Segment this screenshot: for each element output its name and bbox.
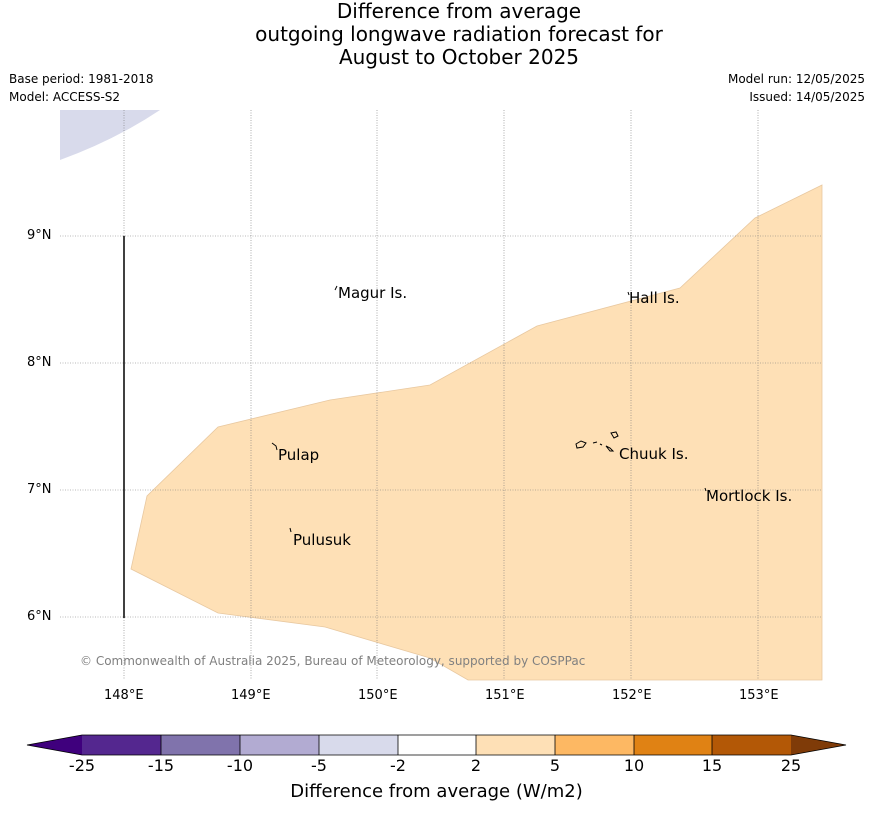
- negative-anomaly-area: [60, 110, 160, 160]
- lon-label-153e: 153°E: [739, 688, 779, 703]
- colorbar-tick: 25: [780, 756, 802, 775]
- colorbar-tick: 5: [549, 756, 561, 775]
- colorbar-bin-4: [319, 735, 398, 755]
- lon-label-151e: 151°E: [485, 688, 525, 703]
- colorbar-bin-7: [555, 735, 634, 755]
- colorbar: [26, 734, 847, 756]
- islands: [271, 285, 707, 533]
- copyright-notice: © Commonwealth of Australia 2025, Bureau…: [80, 654, 586, 668]
- chart-title: Difference from average outgoing longwav…: [0, 0, 873, 69]
- colorbar-upper-extension: [791, 735, 846, 755]
- pulap-island-shape: [271, 442, 278, 451]
- colorbar-outline: [26, 734, 847, 756]
- colorbar-tick: 15: [701, 756, 723, 775]
- lon-label-152e: 152°E: [612, 688, 652, 703]
- lat-label-7n: 7°N: [27, 482, 52, 497]
- colorbar-bin-6: [476, 735, 555, 755]
- colorbar-bin-3: [240, 735, 319, 755]
- place-label-mortlock: Mortlock Is.: [706, 487, 793, 505]
- place-label-pulap: Pulap: [278, 446, 320, 464]
- mortlock-island-shape: [704, 487, 707, 492]
- pulusuk-island-shape: [289, 527, 292, 533]
- positive-anomaly-area: [130, 184, 823, 681]
- model-run: Model run: 12/05/2025: [727, 72, 865, 86]
- lon-label-149e: 149°E: [231, 688, 271, 703]
- title-line-1: Difference from average: [336, 0, 582, 23]
- colorbar-tick: 2: [470, 756, 482, 775]
- colorbar-lower-extension: [27, 735, 82, 755]
- colorbar-tick: -10: [226, 756, 254, 775]
- lat-label-9n: 9°N: [27, 228, 52, 243]
- colorbar-tick: -5: [311, 756, 327, 775]
- title-line-3: August to October 2025: [338, 45, 580, 69]
- colorbar-bin-8: [634, 735, 712, 755]
- lon-label-150e: 150°E: [358, 688, 398, 703]
- lat-label-6n: 6°N: [27, 609, 52, 624]
- colorbar-bin-1: [82, 735, 161, 755]
- colorbar-tick: -2: [390, 756, 406, 775]
- place-label-pulusuk: Pulusuk: [293, 531, 351, 549]
- place-label-chuuk: Chuuk Is.: [619, 445, 689, 463]
- colorbar-bin-2: [161, 735, 240, 755]
- issued-date: Issued: 14/05/2025: [749, 90, 865, 104]
- colorbar-label: Difference from average (W/m2): [290, 781, 583, 802]
- colorbar-bin-5: [398, 735, 476, 755]
- colorbar-tick: -15: [147, 756, 175, 775]
- hall-island-shape: [627, 291, 630, 296]
- chuuk-island-shape: [575, 431, 619, 452]
- place-label-magur: Magur Is.: [338, 284, 408, 302]
- model-name: Model: ACCESS-S2: [9, 90, 121, 104]
- gridlines: [60, 110, 822, 680]
- base-period: Base period: 1981-2018: [9, 72, 154, 86]
- magur-island-shape: [334, 285, 338, 291]
- lon-label-148e: 148°E: [104, 688, 144, 703]
- colorbar-bin-9: [712, 735, 791, 755]
- colorbar-tick: 10: [623, 756, 645, 775]
- lat-label-8n: 8°N: [27, 355, 52, 370]
- title-line-2: outgoing longwave radiation forecast for: [255, 22, 663, 46]
- colorbar-tick: -25: [68, 756, 96, 775]
- place-label-hall: Hall Is.: [629, 289, 680, 307]
